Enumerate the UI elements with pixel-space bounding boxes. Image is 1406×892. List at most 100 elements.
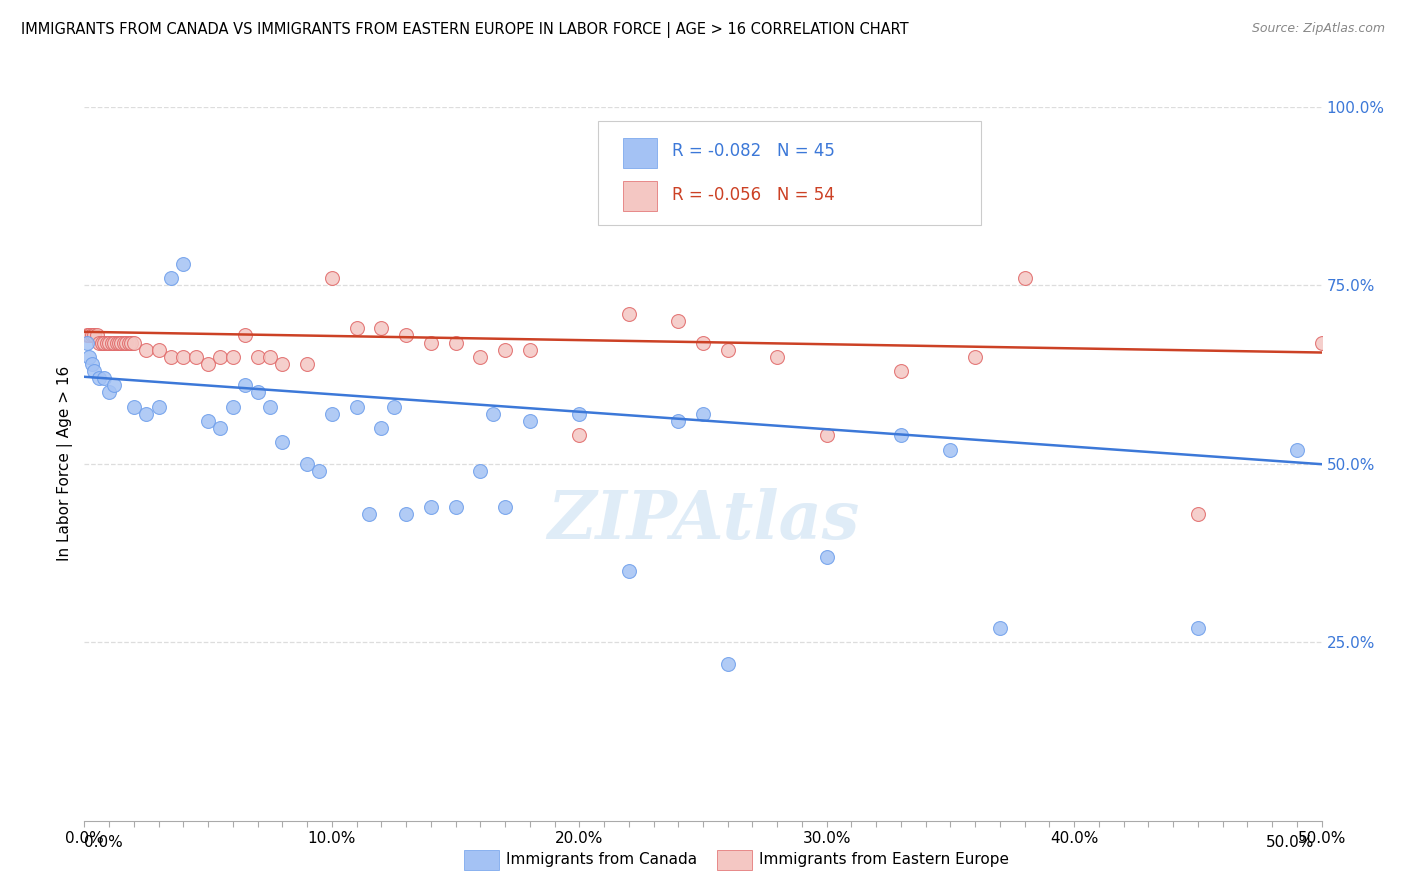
Point: [1187, 621, 1209, 635]
Point: [470, 464, 492, 478]
Point: [112, 335, 135, 350]
Point: [890, 364, 912, 378]
Point: [271, 357, 294, 371]
Point: [617, 307, 640, 321]
FancyBboxPatch shape: [623, 137, 657, 168]
Point: [197, 414, 219, 428]
Text: Source: ZipAtlas.com: Source: ZipAtlas.com: [1251, 22, 1385, 36]
Point: [79, 328, 101, 343]
Point: [83, 328, 105, 343]
Point: [233, 328, 256, 343]
Point: [89, 335, 111, 350]
Point: [96, 335, 118, 350]
Point: [172, 350, 194, 364]
FancyBboxPatch shape: [598, 121, 981, 225]
Point: [494, 500, 516, 514]
Point: [76, 328, 98, 343]
Point: [105, 335, 128, 350]
Text: 50.0%: 50.0%: [1267, 836, 1315, 850]
Point: [259, 350, 281, 364]
Point: [108, 335, 131, 350]
Text: Immigrants from Canada: Immigrants from Canada: [506, 853, 697, 867]
Point: [692, 335, 714, 350]
Point: [115, 335, 138, 350]
Point: [370, 421, 392, 435]
Point: [568, 407, 591, 421]
Point: [666, 414, 689, 428]
Text: R = -0.082   N = 45: R = -0.082 N = 45: [672, 143, 835, 161]
Text: IMMIGRANTS FROM CANADA VS IMMIGRANTS FROM EASTERN EUROPE IN LABOR FORCE | AGE > : IMMIGRANTS FROM CANADA VS IMMIGRANTS FRO…: [21, 22, 908, 38]
Point: [419, 335, 441, 350]
Point: [90, 335, 112, 350]
Point: [172, 257, 194, 271]
Point: [346, 400, 368, 414]
Point: [568, 428, 591, 442]
Point: [246, 385, 269, 400]
Point: [120, 335, 142, 350]
Point: [444, 500, 467, 514]
Point: [98, 335, 121, 350]
Point: [988, 621, 1011, 635]
Point: [766, 350, 789, 364]
Point: [83, 364, 105, 378]
Point: [1285, 442, 1308, 457]
Point: [1187, 507, 1209, 521]
Point: [519, 414, 541, 428]
Point: [271, 435, 294, 450]
Point: [666, 314, 689, 328]
Point: [122, 400, 145, 414]
Point: [346, 321, 368, 335]
Point: [197, 357, 219, 371]
Point: [815, 428, 838, 442]
FancyBboxPatch shape: [623, 180, 657, 211]
Point: [135, 407, 157, 421]
Point: [80, 357, 103, 371]
Point: [86, 328, 108, 343]
Text: Immigrants from Eastern Europe: Immigrants from Eastern Europe: [759, 853, 1010, 867]
Point: [222, 400, 245, 414]
Point: [93, 335, 115, 350]
Point: [89, 371, 111, 385]
Point: [148, 343, 170, 357]
Point: [209, 350, 232, 364]
Point: [295, 457, 318, 471]
Point: [1310, 335, 1333, 350]
Point: [184, 350, 207, 364]
Point: [395, 328, 418, 343]
Point: [118, 335, 141, 350]
Point: [110, 335, 132, 350]
Point: [135, 343, 157, 357]
Point: [209, 421, 232, 435]
Text: ZIPAtlas: ZIPAtlas: [547, 489, 859, 553]
Point: [148, 400, 170, 414]
Point: [103, 378, 125, 392]
Point: [98, 385, 121, 400]
Point: [519, 343, 541, 357]
Point: [494, 343, 516, 357]
Point: [321, 407, 343, 421]
Point: [93, 371, 115, 385]
Point: [295, 357, 318, 371]
Point: [160, 350, 183, 364]
Point: [79, 350, 101, 364]
Point: [481, 407, 503, 421]
Point: [939, 442, 962, 457]
Point: [100, 335, 122, 350]
Y-axis label: In Labor Force | Age > 16: In Labor Force | Age > 16: [58, 367, 73, 561]
Point: [815, 549, 838, 564]
Point: [382, 400, 405, 414]
Point: [370, 321, 392, 335]
Point: [80, 328, 103, 343]
Point: [122, 335, 145, 350]
Point: [717, 343, 740, 357]
Point: [1014, 271, 1036, 285]
Point: [357, 507, 380, 521]
Text: 0.0%: 0.0%: [84, 836, 124, 850]
Point: [308, 464, 330, 478]
Point: [259, 400, 281, 414]
Point: [395, 507, 418, 521]
Point: [321, 271, 343, 285]
Point: [222, 350, 245, 364]
Point: [160, 271, 183, 285]
Point: [76, 335, 98, 350]
